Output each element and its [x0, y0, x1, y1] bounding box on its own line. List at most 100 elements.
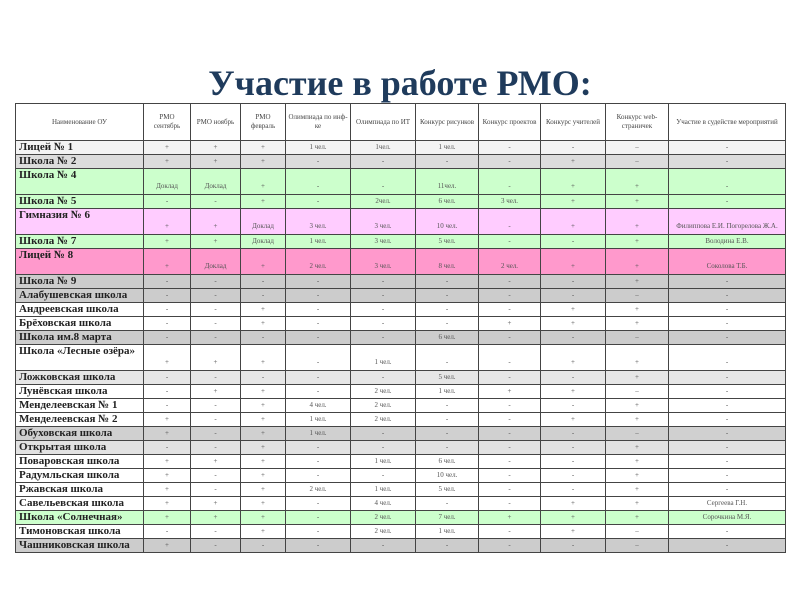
- table-cell: +: [240, 344, 286, 371]
- table-cell: -: [143, 288, 191, 303]
- table-cell: +: [605, 168, 669, 195]
- table-row: Лунёвская школа - + + -2 чел. 1 чел. + + – -: [15, 384, 786, 399]
- table-cell: +: [143, 454, 191, 469]
- table-cell: +: [143, 538, 191, 553]
- table-cell: Володина Е.В.: [668, 234, 786, 249]
- table-cell: –: [605, 524, 669, 539]
- table-cell: +: [540, 248, 606, 275]
- table-cell: -: [478, 398, 541, 413]
- table-cell: +: [190, 384, 241, 399]
- school-name: Менделеевская № 1: [15, 398, 144, 413]
- table-cell: 2 чел.: [350, 384, 416, 399]
- table-cell: -: [285, 524, 351, 539]
- table-cell: +: [540, 208, 606, 235]
- table-cell: -: [478, 482, 541, 497]
- table-cell: +: [143, 468, 191, 483]
- table-cell: +: [540, 384, 606, 399]
- table-cell: -: [415, 426, 479, 441]
- table-cell: +: [240, 426, 286, 441]
- table-cell: +: [143, 344, 191, 371]
- table-cell: -: [285, 302, 351, 317]
- table-cell: +: [605, 454, 669, 469]
- table-cell: 1 чел.: [415, 384, 479, 399]
- table-cell: -: [190, 426, 241, 441]
- table-row: Андреевская школа - - + - - - - + + -: [15, 302, 786, 317]
- school-name: Школа «Лесные озёра»: [15, 344, 144, 371]
- column-header: Олимпиада по ИТ: [350, 103, 416, 141]
- table-cell: 10 чел.: [415, 468, 479, 483]
- table-cell: -: [350, 538, 416, 553]
- rmo-participation-table: Наименование ОУ РМО сентябрь РМО ноябрь РМО…: [15, 103, 786, 553]
- table-cell: 8 чел.: [415, 248, 479, 275]
- table-cell: -: [415, 412, 479, 427]
- column-header: Участие в судействе мероприятий: [668, 103, 786, 141]
- school-name: Школа № 5: [15, 194, 144, 209]
- table-cell: 1 чел.: [415, 524, 479, 539]
- table-cell: -: [190, 302, 241, 317]
- table-cell: -: [540, 426, 606, 441]
- table-cell: +: [478, 384, 541, 399]
- table-cell: -: [143, 370, 191, 385]
- school-name: Поваровская школа: [15, 454, 144, 469]
- table-cell: -: [540, 370, 606, 385]
- table-cell: -: [668, 440, 786, 455]
- table-cell: -: [143, 330, 191, 345]
- column-header: Конкурс рисунков: [415, 103, 479, 141]
- table-cell: +: [190, 510, 241, 525]
- column-header: Наименование ОУ: [15, 103, 144, 141]
- column-header: Конкурс учителей: [540, 103, 606, 141]
- table-cell: -: [668, 524, 786, 539]
- table-cell: -: [540, 330, 606, 345]
- table-cell: -: [668, 398, 786, 413]
- table-cell: -: [415, 302, 479, 317]
- table-cell: -: [668, 274, 786, 289]
- table-cell: -: [415, 538, 479, 553]
- table-row: Обуховская школа + - +1 чел. - - - - – -: [15, 426, 786, 441]
- table-cell: -: [285, 538, 351, 553]
- table-cell: -: [540, 288, 606, 303]
- table-cell: +: [540, 302, 606, 317]
- table-cell: -: [540, 468, 606, 483]
- table-cell: +: [540, 496, 606, 511]
- table-cell: -: [350, 426, 416, 441]
- table-cell: +: [143, 154, 191, 169]
- table-cell: 11чел.: [415, 168, 479, 195]
- table-cell: +: [540, 194, 606, 209]
- table-cell: 10 чел.: [415, 208, 479, 235]
- table-cell: -: [478, 426, 541, 441]
- table-cell: -: [540, 398, 606, 413]
- table-cell: -: [478, 168, 541, 195]
- table-cell: -: [350, 168, 416, 195]
- table-cell: -: [143, 384, 191, 399]
- table-cell: +: [605, 248, 669, 275]
- table-cell: -: [350, 302, 416, 317]
- school-name: Гимназия № 6: [15, 208, 144, 235]
- column-header: РМО ноябрь: [190, 103, 241, 141]
- table-cell: 1 чел.: [350, 344, 416, 371]
- table-cell: +: [190, 454, 241, 469]
- table-cell: -: [190, 398, 241, 413]
- table-cell: -: [415, 316, 479, 331]
- table-cell: -: [190, 194, 241, 209]
- table-cell: –: [605, 384, 669, 399]
- table-cell: -: [285, 384, 351, 399]
- table-cell: +: [605, 370, 669, 385]
- table-cell: -: [478, 330, 541, 345]
- table-row: Ржавская школа + - +2 чел. 1 чел. 5 чел. - - + -: [15, 482, 786, 497]
- table-cell: 2чел.: [350, 194, 416, 209]
- table-cell: +: [190, 154, 241, 169]
- table-cell: -: [668, 344, 786, 371]
- table-cell: +: [190, 344, 241, 371]
- table-row: Поваровская школа + + + -1 чел. 6 чел. - - + -: [15, 454, 786, 469]
- table-cell: -: [190, 538, 241, 553]
- table-cell: -: [285, 194, 351, 209]
- table-cell: Доклад: [240, 234, 286, 249]
- table-cell: -: [350, 288, 416, 303]
- table-cell: -: [668, 316, 786, 331]
- table-cell: -: [668, 140, 786, 155]
- table-cell: -: [478, 370, 541, 385]
- school-name: Школа № 4: [15, 168, 144, 195]
- school-name: Школа № 2: [15, 154, 144, 169]
- table-cell: -: [478, 468, 541, 483]
- table-cell: +: [190, 496, 241, 511]
